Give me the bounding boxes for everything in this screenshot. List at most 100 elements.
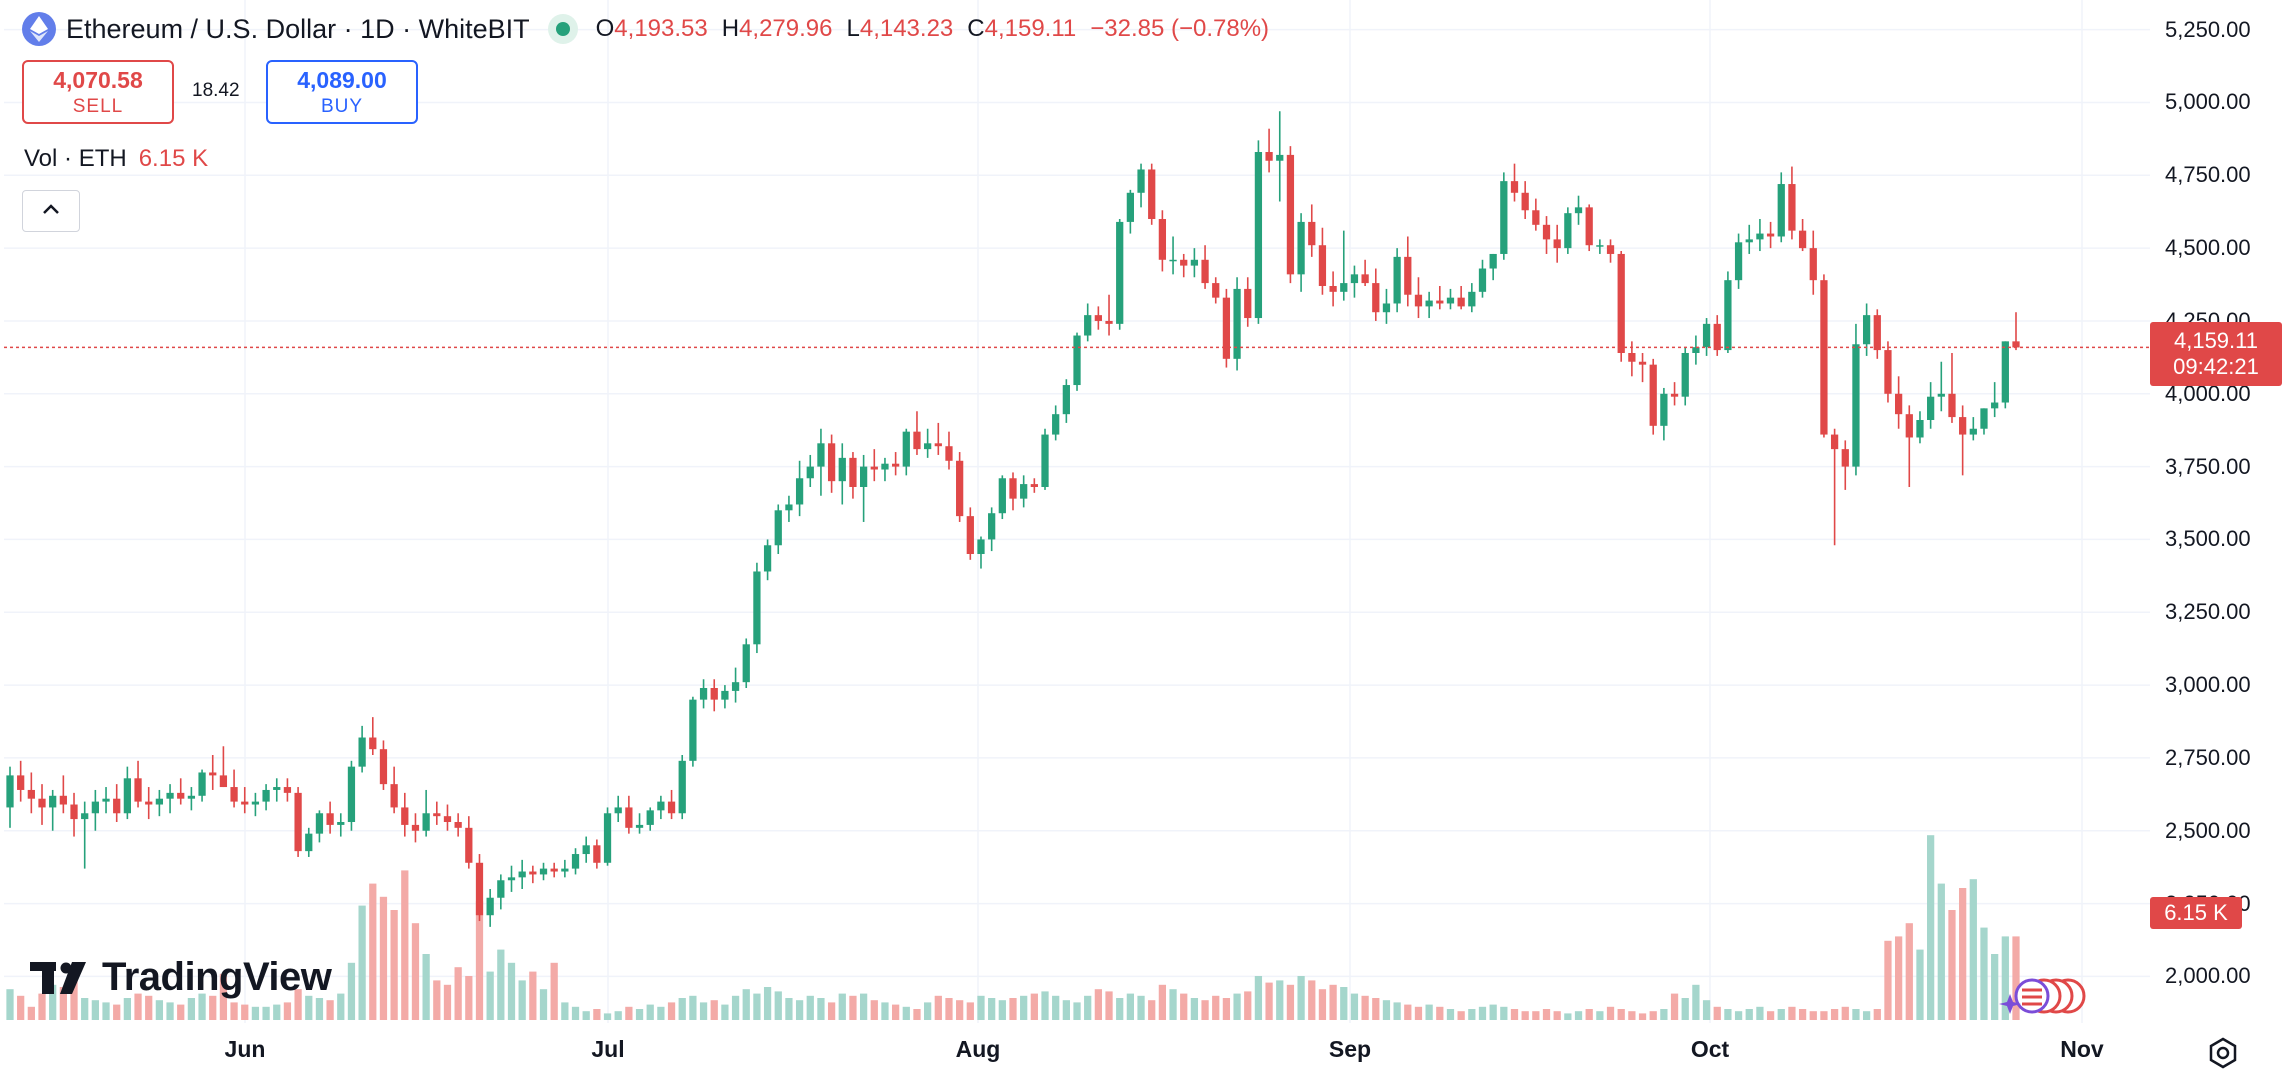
candle-body [219, 775, 228, 788]
candle-body [273, 787, 281, 790]
candle-body [988, 513, 996, 540]
time-tick-label: Nov [2060, 1036, 2104, 1062]
volume-bar [1009, 998, 1017, 1020]
candle-body [1948, 393, 1956, 418]
candle-body [1788, 184, 1796, 231]
volume-bar [1244, 991, 1252, 1020]
candle-body [155, 798, 164, 805]
candle-body [817, 443, 825, 467]
candle-body [1959, 417, 1967, 435]
buy-button[interactable]: 4,089.00 BUY [266, 60, 418, 124]
low-value: 4,143.23 [859, 15, 954, 42]
volume-bar [625, 1006, 633, 1020]
volume-bar [411, 923, 420, 1020]
collapse-legend-button[interactable] [22, 190, 80, 232]
close-value: 4,159.11 [984, 15, 1077, 42]
volume-bar [1724, 1009, 1732, 1020]
candle-body [1553, 239, 1561, 249]
candle-body [1820, 280, 1828, 435]
candle-body [1841, 449, 1849, 467]
candle-body [593, 845, 601, 863]
symbol-title[interactable]: Ethereum / U.S. Dollar · 1D · WhiteBIT [66, 13, 530, 44]
candle-body [1393, 256, 1401, 304]
volume-bar [507, 962, 516, 1020]
volume-bar [1713, 1006, 1721, 1020]
volume-bar [518, 980, 526, 1020]
volume-bar [1318, 989, 1327, 1020]
candle-body [1852, 344, 1860, 467]
candle-body [1766, 233, 1775, 237]
volume-bar [1404, 1004, 1412, 1020]
candle-body [1798, 230, 1807, 249]
candle-body [1148, 169, 1156, 219]
candle-body [1894, 393, 1903, 415]
candle-body [305, 833, 313, 852]
volume-bar [1457, 1011, 1465, 1020]
candle-body [91, 801, 99, 814]
volume-bar [1660, 1009, 1668, 1020]
candle-body [6, 775, 14, 808]
volume-bar [1382, 1000, 1391, 1020]
sell-price: 4,070.58 [53, 66, 143, 93]
candle-body [1158, 219, 1167, 260]
settings-icon[interactable] [2206, 1036, 2240, 1070]
candle-body [1500, 181, 1508, 254]
candle-body [529, 871, 537, 875]
time-tick-label: Jul [591, 1036, 625, 1062]
volume-bar [924, 1002, 932, 1020]
candle-body [1617, 253, 1625, 353]
chevron-up-icon [42, 202, 60, 220]
tradingview-logo[interactable]: TradingView [30, 955, 332, 1000]
volume-bar [1030, 993, 1038, 1020]
volume-bar [1542, 1009, 1551, 1020]
volume-bar [891, 1004, 900, 1020]
events-icon[interactable] [1990, 976, 2090, 1021]
volume-bar [27, 1006, 35, 1020]
volume-bar [817, 998, 825, 1020]
candle-body [433, 813, 441, 817]
volume-bar [1734, 1011, 1743, 1020]
candle-body [177, 792, 185, 799]
volume-bar [1670, 993, 1679, 1020]
volume-bar [827, 1002, 836, 1020]
volume-bar [956, 1000, 964, 1020]
candle-body [251, 801, 260, 805]
volume-bar [102, 1002, 110, 1020]
candle-body [785, 504, 793, 511]
candle-body [1244, 288, 1252, 319]
candle-body [1446, 297, 1455, 304]
volume-bar [454, 967, 462, 1020]
volume-bar [91, 1000, 99, 1020]
sell-label: SELL [72, 95, 124, 117]
candle-body [1308, 221, 1316, 246]
volume-bar [731, 995, 740, 1020]
spread-value: 18.42 [192, 80, 240, 101]
volume-bar [1606, 1006, 1615, 1020]
volume-bar [1681, 998, 1689, 1020]
volume-bar [1852, 1009, 1860, 1020]
volume-bar [305, 995, 313, 1020]
volume-bar [1830, 1009, 1839, 1020]
candle-body [2001, 341, 2009, 403]
volume-bar [870, 1000, 878, 1020]
volume-bar [1638, 1013, 1647, 1020]
candle-body [1777, 184, 1785, 237]
volume-bar [934, 995, 942, 1020]
candle-body [2012, 341, 2020, 348]
volume-bar [710, 1000, 718, 1020]
candle-body [582, 845, 590, 855]
volume-bar [881, 1002, 889, 1020]
sell-button[interactable]: 4,070.58 SELL [22, 60, 174, 124]
volume-bar [1148, 1000, 1156, 1020]
volume-bar [123, 998, 132, 1020]
candle-body [70, 804, 78, 820]
candle-body [859, 466, 868, 487]
candle-body [1478, 268, 1487, 292]
candle-body [1233, 288, 1241, 359]
volume-bar [6, 989, 14, 1020]
volume-bar [1062, 1000, 1070, 1020]
candle-body [966, 516, 974, 554]
time-tick-label: Sep [1328, 1036, 1372, 1062]
volume-legend[interactable]: Vol · ETH 6.15 K [24, 145, 208, 173]
